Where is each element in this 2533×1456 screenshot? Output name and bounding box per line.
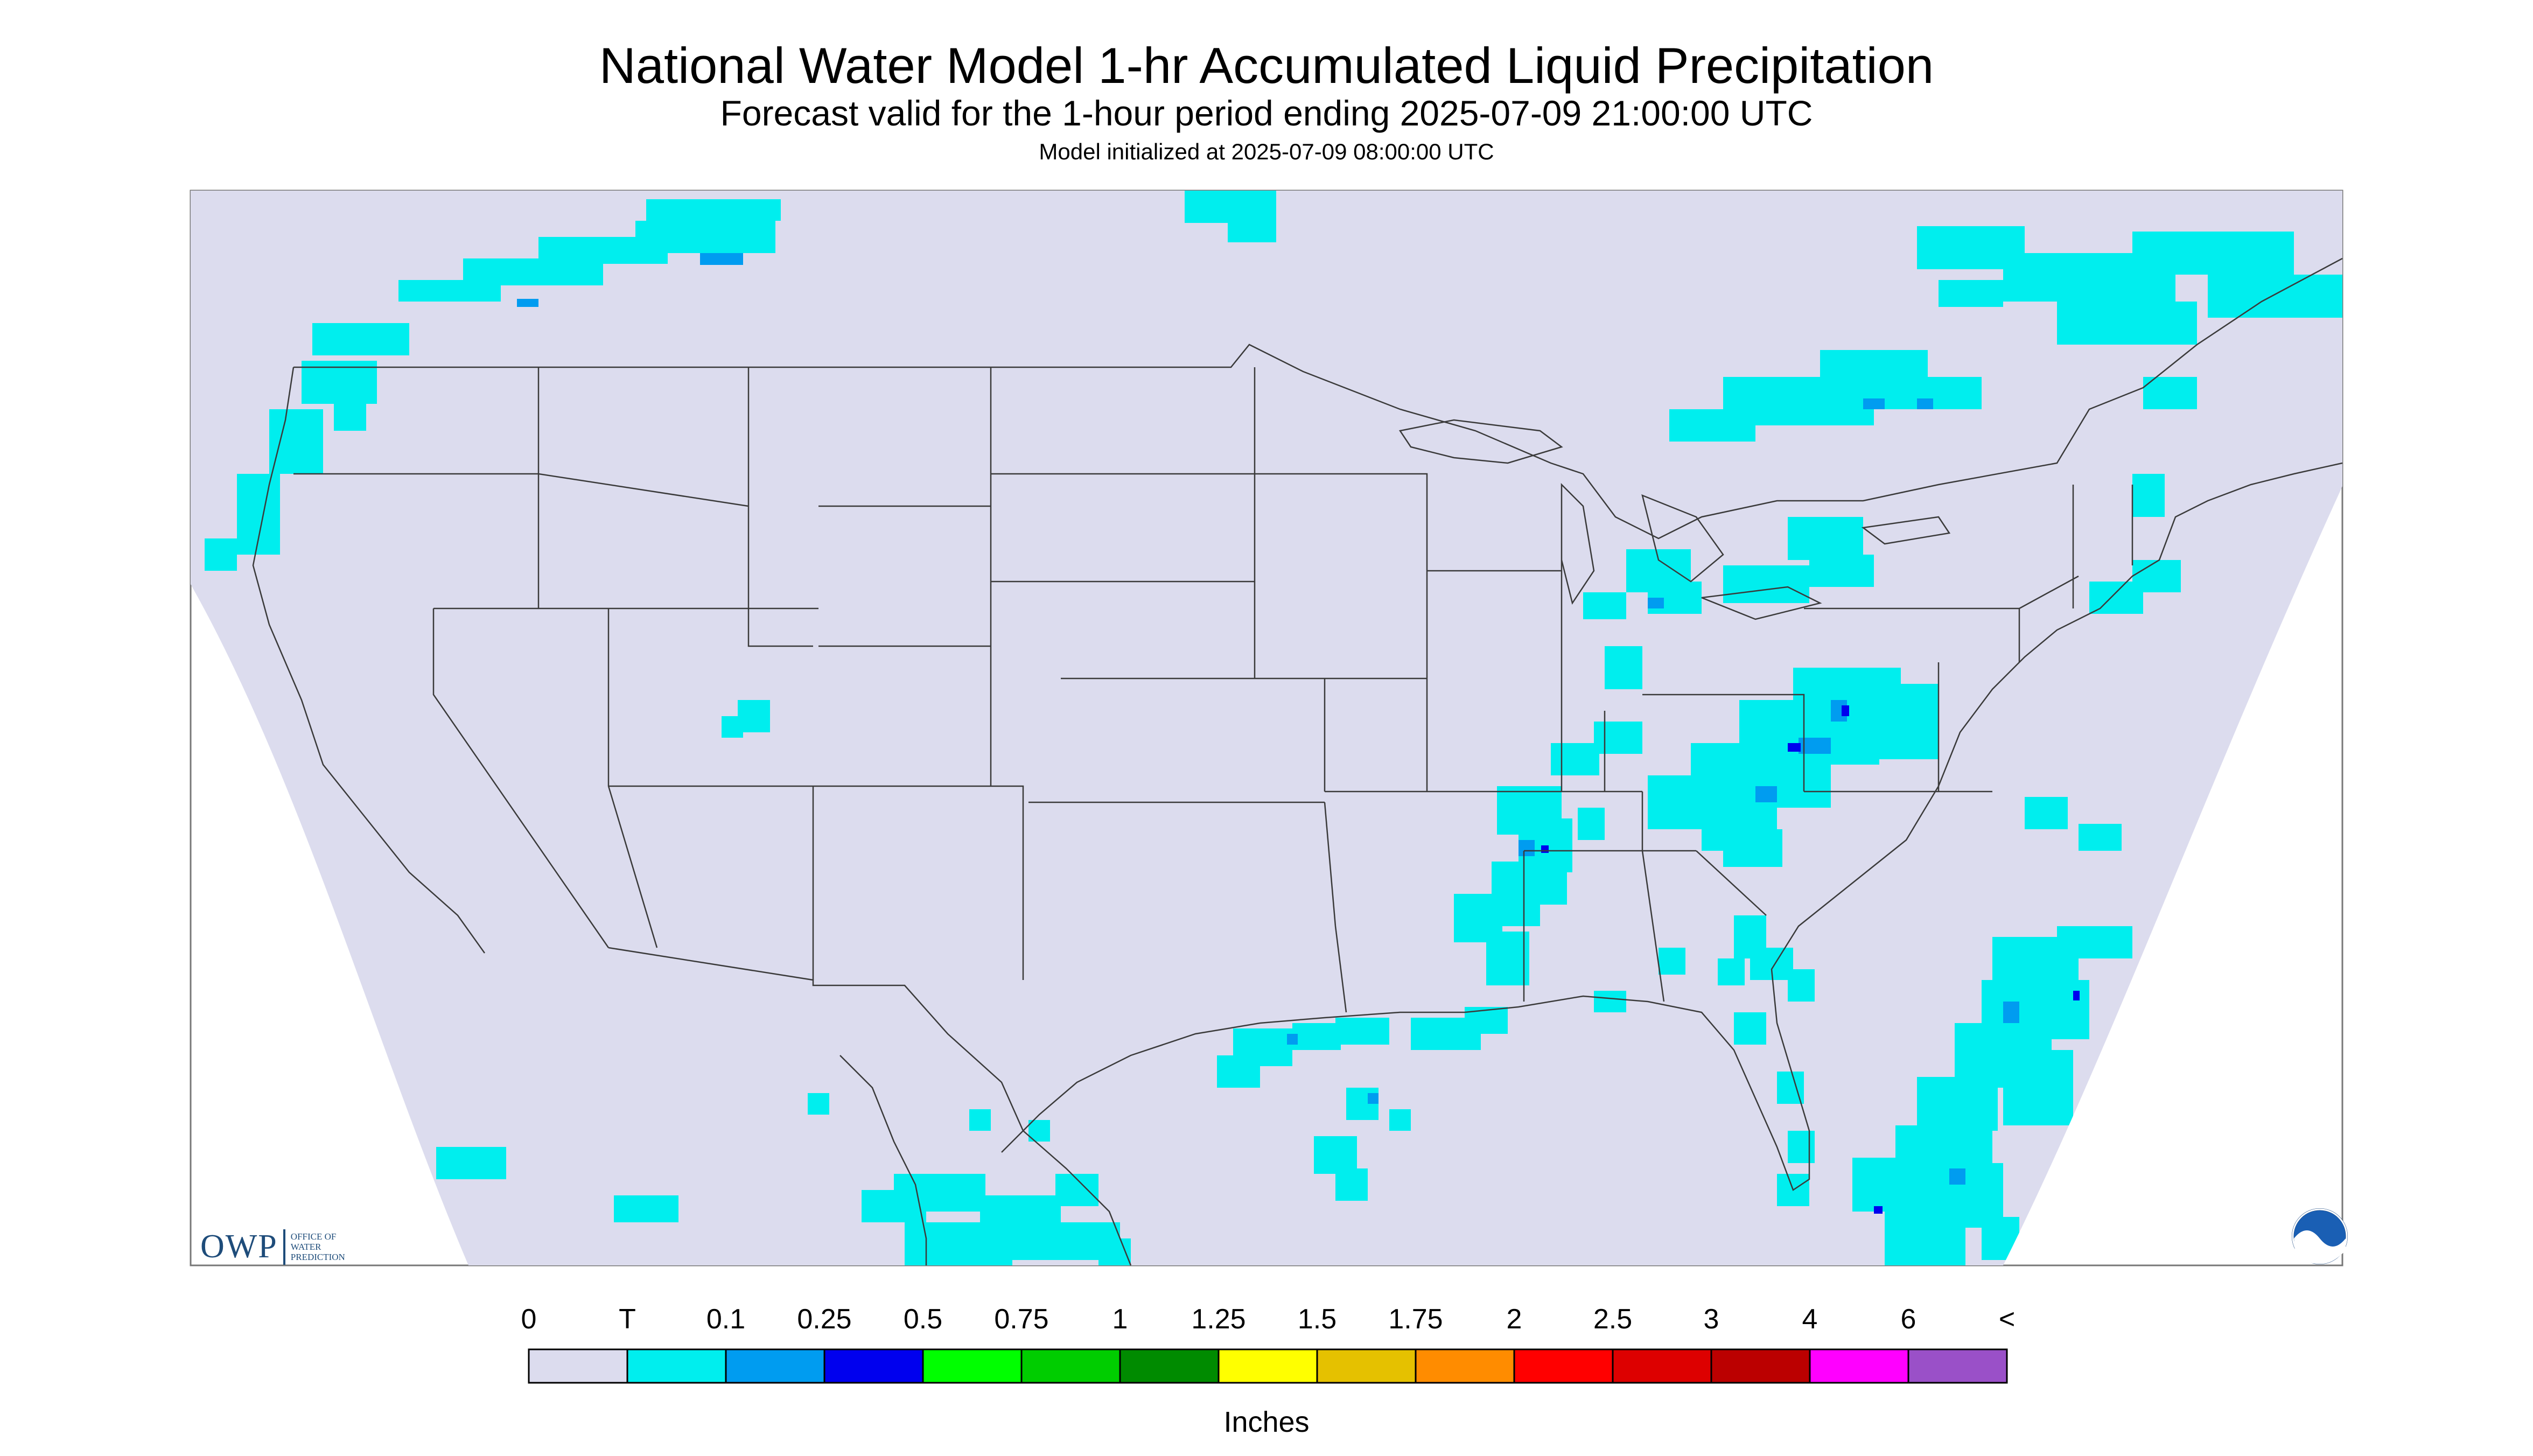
legend-tick-label: 1.25: [1191, 1304, 1246, 1335]
legend-tick-label: 1.5: [1297, 1304, 1337, 1335]
map-title: National Water Model 1-hr Accumulated Li…: [599, 37, 1934, 94]
legend-color-bar: [528, 1348, 2008, 1384]
legend-tick-label: 2.5: [1593, 1304, 1633, 1335]
owp-logo-text: Office of Water Prediction: [290, 1231, 345, 1262]
legend-swatch: [1513, 1348, 1614, 1384]
legend-swatch: [1316, 1348, 1417, 1384]
legend-tick-label: 4: [1802, 1304, 1818, 1335]
legend-swatch: [1612, 1348, 1712, 1384]
legend-tick-label: 2: [1506, 1304, 1522, 1335]
legend-units: Inches: [1223, 1406, 1310, 1438]
legend-tick-label: 3: [1703, 1304, 1719, 1335]
legend-swatch: [1119, 1348, 1220, 1384]
state-lines: [293, 367, 2133, 1013]
legend-swatch: [1217, 1348, 1318, 1384]
precip-light-cells: [205, 191, 2342, 1265]
map-subtitle: Forecast valid for the 1-hour period end…: [720, 93, 1813, 133]
legend-tick-label: 6: [1900, 1304, 1916, 1335]
boundary-lines: [252, 257, 2343, 1266]
noaa-logo: [2292, 1208, 2348, 1264]
great-lakes: [1398, 419, 1951, 620]
legend-swatch: [1415, 1348, 1515, 1384]
legend-tick-label: 0.1: [706, 1304, 746, 1335]
legend-tick-label: <: [1998, 1304, 2016, 1335]
pacific-coast: [252, 367, 486, 954]
legend-tick-label: 1: [1112, 1304, 1128, 1335]
legend-swatch: [1710, 1348, 1811, 1384]
legend-tick-label: 0.25: [797, 1304, 852, 1335]
legend-swatch: [823, 1348, 924, 1384]
legend-tick-label: 0: [521, 1304, 537, 1335]
owp-logo: OWP Office of Water Prediction: [200, 1228, 345, 1266]
legend-tick-label: 1.75: [1388, 1304, 1443, 1335]
legend-swatch: [725, 1348, 825, 1384]
legend-swatch: [626, 1348, 727, 1384]
legend-tick-label: T: [619, 1304, 636, 1335]
precip-layer: [205, 191, 2342, 1265]
legend-swatch: [528, 1348, 628, 1384]
us-canada-border: [293, 257, 2343, 540]
legend-tick-label: 0.5: [903, 1304, 943, 1335]
legend-tick-label: 0.75: [994, 1304, 1049, 1335]
us-mexico-border: [608, 947, 1132, 1266]
legend-swatch: [1809, 1348, 1909, 1384]
legend-swatch: [1907, 1348, 2008, 1384]
legend-swatch: [1020, 1348, 1121, 1384]
model-init-line: Model initialized at 2025-07-09 08:00:00…: [1039, 139, 1494, 164]
owp-logo-mark: OWP: [200, 1228, 278, 1265]
legend-swatch: [922, 1348, 1023, 1384]
precip-heavy-cells: [1541, 705, 2080, 1214]
gulf-atlantic-coast: [839, 462, 2343, 1265]
